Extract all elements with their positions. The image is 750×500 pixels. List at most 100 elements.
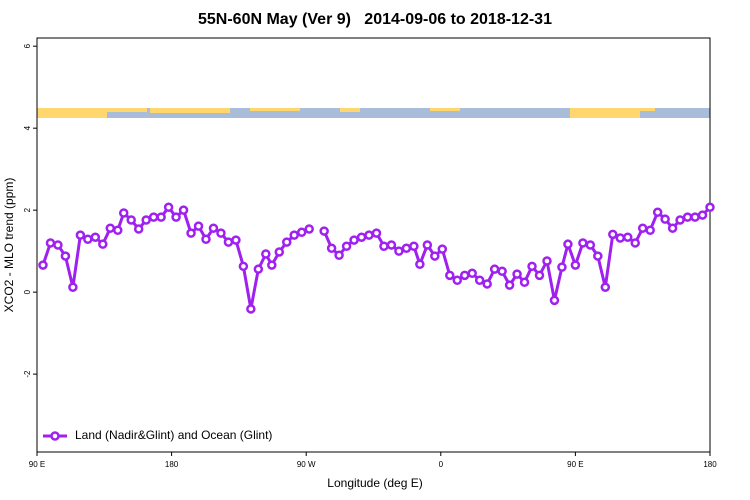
data-point <box>622 232 633 242</box>
data-point <box>630 238 640 248</box>
data-point <box>45 238 56 248</box>
data-point <box>409 241 419 251</box>
data-line <box>322 206 712 301</box>
data-point <box>186 228 196 238</box>
data-point <box>645 225 655 235</box>
data-point <box>53 240 63 250</box>
data-point <box>600 282 611 292</box>
data-point <box>38 260 48 270</box>
data-point <box>534 270 545 281</box>
data-point <box>208 223 219 233</box>
data-point <box>386 240 397 250</box>
data-point <box>474 275 485 286</box>
data-point <box>267 260 277 270</box>
data-point <box>437 244 448 254</box>
data-point <box>394 246 404 256</box>
data-point <box>497 266 507 276</box>
data-point <box>231 235 241 245</box>
data-point <box>246 304 256 314</box>
data-point <box>356 232 367 242</box>
data-point <box>690 212 700 222</box>
data-point <box>563 239 573 249</box>
data-point <box>430 251 440 261</box>
data-point <box>608 229 618 240</box>
data-point <box>542 256 552 266</box>
data-point <box>682 212 693 222</box>
data-point <box>193 221 204 231</box>
data-point <box>304 224 314 234</box>
data-point <box>489 264 500 274</box>
data-point <box>60 251 71 261</box>
data-point <box>593 251 603 261</box>
data-line <box>41 204 310 310</box>
data-point <box>349 235 359 245</box>
data-point <box>519 277 530 288</box>
data-point <box>482 279 492 289</box>
data-point <box>90 232 101 242</box>
data-point <box>274 247 285 257</box>
data-point <box>652 207 663 217</box>
data-point <box>578 238 588 248</box>
land-ocean-strip <box>37 108 710 118</box>
data-point <box>504 280 515 290</box>
legend-label: Land (Nadir&Glint) and Ocean (Glint) <box>75 428 272 442</box>
data-point <box>289 230 299 240</box>
data-point <box>201 234 211 245</box>
x-tick-label: 180 <box>703 460 717 469</box>
data-point <box>512 269 522 279</box>
y-tick-label: 0 <box>23 289 32 294</box>
data-point <box>615 233 626 243</box>
chart-title: 55N-60N May (Ver 9) 2014-09-06 to 2018-1… <box>198 11 552 28</box>
data-point <box>705 202 715 213</box>
data-point <box>334 250 344 260</box>
data-point <box>341 241 352 251</box>
data-point <box>282 237 292 247</box>
data-point <box>415 259 425 270</box>
data-point <box>171 212 181 222</box>
data-point <box>364 230 374 240</box>
data-point <box>113 225 123 235</box>
x-tick-label: 0 <box>439 460 444 469</box>
data-point <box>467 268 477 279</box>
data-point <box>126 215 136 225</box>
data-point <box>296 227 307 238</box>
data-point <box>667 223 678 233</box>
x-tick-label: 90 E <box>29 460 45 469</box>
data-point <box>549 295 560 306</box>
x-tick-label: 180 <box>165 460 179 469</box>
data-point <box>141 215 151 225</box>
y-tick-label: 2 <box>23 207 32 212</box>
data-point <box>98 239 108 249</box>
data-point <box>675 215 685 225</box>
y-tick-label: -2 <box>23 370 32 378</box>
data-point <box>570 260 581 270</box>
data-point <box>261 249 271 259</box>
x-axis-label: Longitude (deg E) <box>327 476 422 490</box>
data-point <box>445 270 455 281</box>
y-axis-label: XCO2 - MLO trend (ppm) <box>2 178 16 313</box>
data-point <box>83 234 93 245</box>
data-point <box>326 243 337 254</box>
data-point <box>557 262 567 272</box>
data-point <box>697 210 708 220</box>
data-point <box>75 230 86 240</box>
data-point <box>660 214 670 224</box>
y-tick-label: 4 <box>23 125 32 130</box>
x-tick-label: 90 E <box>567 460 583 469</box>
data-point <box>452 275 463 286</box>
data-point <box>459 270 470 281</box>
legend-marker <box>50 431 60 441</box>
data-point <box>238 261 249 272</box>
data-point <box>379 241 389 251</box>
data-point <box>216 228 226 238</box>
data-point <box>163 202 174 213</box>
plot-frame <box>36 37 711 453</box>
data-point <box>585 240 596 250</box>
data-point <box>133 224 144 234</box>
data-point <box>68 282 78 292</box>
x-tick-label: 90 W <box>297 460 316 469</box>
data-point <box>118 208 129 218</box>
data-point <box>156 212 166 222</box>
data-point <box>422 240 433 250</box>
